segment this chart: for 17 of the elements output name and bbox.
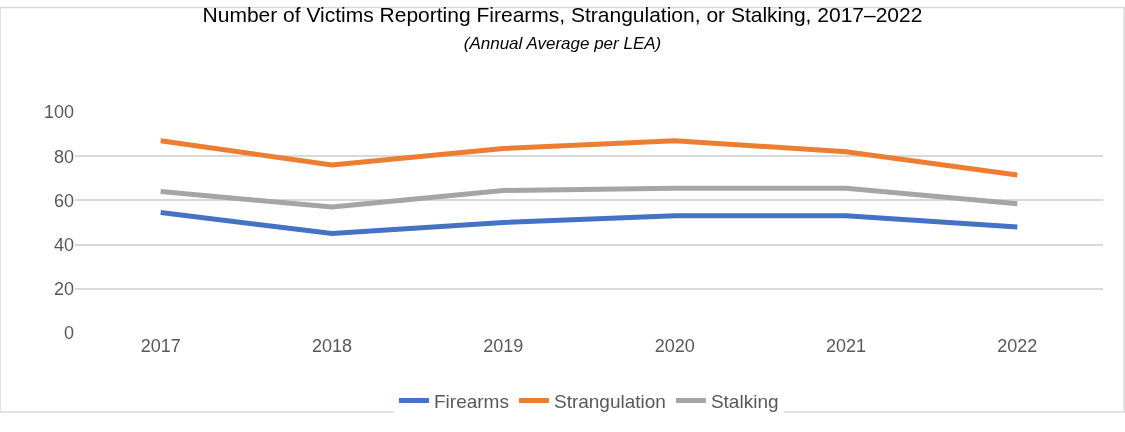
x-tick-label: 2018	[311, 336, 353, 356]
x-tick-label: 2019	[483, 336, 524, 356]
y-tick-label: 60	[53, 190, 74, 211]
y-tick-label: 80	[53, 146, 74, 167]
legend-label: Strangulation	[553, 390, 666, 412]
legend-label: Stalking	[710, 390, 779, 412]
y-tick-label: 0	[63, 323, 74, 344]
x-tick-label: 2022	[997, 336, 1038, 356]
chart-subtitle: (Annual Average per LEA)	[463, 33, 662, 53]
legend-label: Firearms	[434, 390, 509, 412]
y-tick-label: 20	[53, 279, 74, 300]
x-tick-label: 2017	[140, 336, 181, 356]
x-tick-label: 2021	[825, 336, 867, 356]
y-tick-label: 100	[43, 102, 74, 123]
x-tick-label: 2020	[654, 336, 695, 356]
chart-title: Number of Victims Reporting Firearms, Strangulation, or Stalking, 2017–2022	[202, 2, 923, 26]
y-tick-label: 40	[53, 234, 74, 255]
